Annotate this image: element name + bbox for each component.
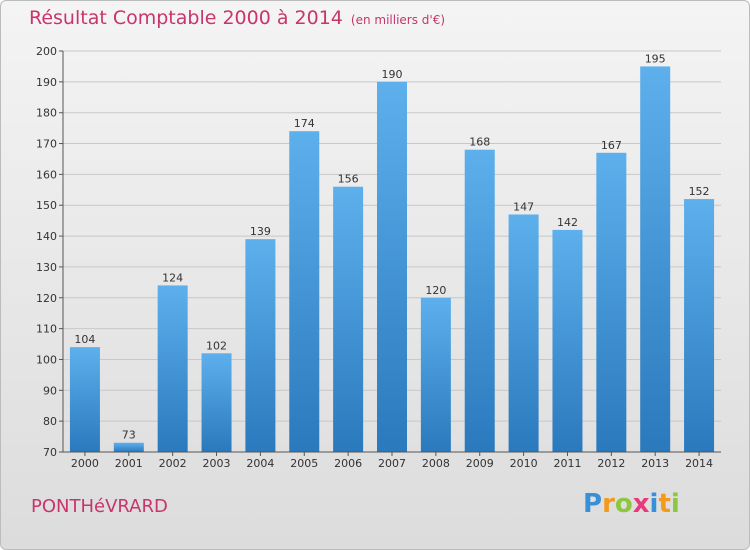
y-tick-label: 70 (43, 446, 57, 459)
y-tick-label: 80 (43, 415, 57, 428)
bar-2013 (640, 66, 671, 452)
data-label: 142 (557, 216, 578, 229)
bar-2012 (596, 152, 627, 453)
y-tick-label: 190 (36, 76, 57, 89)
bar-2009 (464, 149, 495, 452)
x-tick-label: 2006 (334, 457, 362, 470)
y-tick-label: 160 (36, 168, 57, 181)
axes: 7080901001101201301401501601701801902002… (36, 45, 721, 470)
data-label: 147 (513, 200, 534, 213)
bar-2008 (420, 297, 451, 452)
x-tick-label: 2011 (553, 457, 581, 470)
chart-title: Résultat Comptable 2000 à 2014 (en millie… (29, 7, 445, 29)
x-tick-label: 2004 (246, 457, 274, 470)
y-tick-label: 150 (36, 199, 57, 212)
y-tick-label: 200 (36, 45, 57, 58)
bar-2000 (69, 347, 100, 452)
y-tick-label: 140 (36, 230, 57, 243)
data-label: 195 (645, 52, 666, 65)
x-tick-label: 2000 (71, 457, 99, 470)
title-text: Résultat Comptable 2000 à 2014 (29, 7, 343, 29)
bar-2014 (684, 199, 715, 452)
data-label: 124 (162, 271, 183, 284)
data-label: 167 (601, 139, 622, 152)
y-tick-label: 100 (36, 353, 57, 366)
bar-2006 (333, 186, 364, 452)
data-label: 120 (425, 284, 446, 297)
data-label: 104 (74, 333, 95, 346)
bar-2007 (377, 81, 407, 452)
bar-2010 (508, 214, 539, 452)
bar-2005 (289, 131, 320, 452)
data-label: 102 (206, 339, 227, 352)
x-tick-label: 2002 (159, 457, 187, 470)
data-label: 139 (250, 225, 271, 238)
y-tick-label: 180 (36, 107, 57, 120)
y-tick-label: 170 (36, 138, 57, 151)
x-tick-label: 2005 (290, 457, 318, 470)
logo-letter: x (632, 489, 650, 519)
town-name: PONTHéVRARD (31, 496, 168, 517)
x-tick-label: 2001 (115, 457, 143, 470)
x-tick-label: 2008 (422, 457, 450, 470)
logo-letter: i (649, 489, 659, 519)
x-tick-label: 2010 (510, 457, 538, 470)
bar-2004 (245, 239, 276, 452)
x-tick-label: 2009 (466, 457, 494, 470)
x-tick-label: 2003 (203, 457, 231, 470)
x-tick-label: 2014 (685, 457, 713, 470)
bar-2002 (157, 285, 188, 452)
y-tick-label: 130 (36, 261, 57, 274)
data-label: 174 (294, 117, 315, 130)
x-tick-label: 2013 (641, 457, 669, 470)
bar-2011 (552, 229, 583, 452)
logo-letter: o (614, 489, 633, 519)
x-tick-label: 2007 (378, 457, 406, 470)
data-label: 73 (122, 429, 136, 442)
x-tick-label: 2012 (597, 457, 625, 470)
logo-letter: P (583, 489, 603, 519)
logo-letter: t (658, 489, 671, 519)
y-tick-label: 90 (43, 384, 57, 397)
logo-letter: r (602, 489, 615, 519)
title-unit: (en milliers d'€) (350, 13, 446, 27)
data-label: 190 (382, 68, 403, 81)
bar-2001 (113, 442, 144, 452)
logo-letter: i (670, 489, 680, 519)
proxiti-logo[interactable]: Proxiti (583, 489, 680, 519)
y-tick-label: 120 (36, 292, 57, 305)
data-label: 168 (469, 136, 490, 149)
bar-2003 (201, 353, 232, 452)
bars: 104 73 124 102 139 174 156 190 120 168 147 142 167 19… (69, 52, 715, 453)
data-label: 152 (689, 185, 710, 198)
data-label: 156 (338, 173, 359, 186)
y-tick-label: 110 (36, 323, 57, 336)
